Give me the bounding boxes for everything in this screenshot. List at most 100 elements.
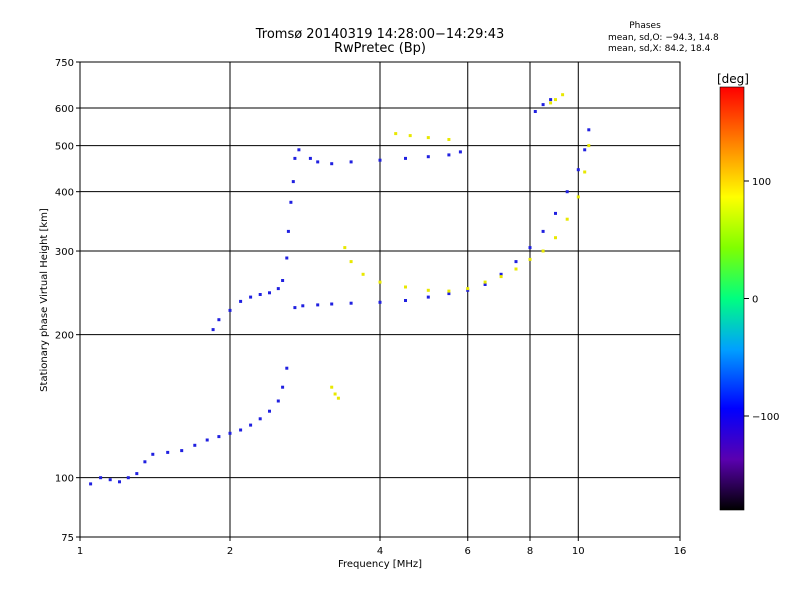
data-point bbox=[281, 279, 285, 282]
colorbar bbox=[719, 86, 745, 511]
data-point bbox=[483, 283, 487, 286]
data-point bbox=[258, 293, 262, 296]
phase-stats-o-mode: mean, sd,O: −94.3, 14.8 bbox=[608, 33, 719, 43]
colorbar-tick-label: 100 bbox=[752, 177, 771, 188]
data-point bbox=[99, 476, 103, 480]
data-point bbox=[499, 272, 503, 276]
data-point bbox=[285, 256, 289, 260]
data-point bbox=[89, 482, 93, 486]
data-point bbox=[394, 132, 398, 136]
data-point bbox=[587, 128, 591, 132]
data-point bbox=[404, 156, 407, 160]
data-point bbox=[554, 236, 557, 240]
data-point bbox=[447, 138, 451, 141]
data-point bbox=[308, 156, 312, 160]
data-point bbox=[349, 160, 353, 164]
data-point bbox=[343, 246, 347, 250]
data-point bbox=[514, 267, 518, 271]
y-axis-ticks: 75 100 200 300 400 500 600 750 bbox=[55, 58, 80, 544]
data-point bbox=[554, 98, 557, 102]
y-tick-label: 750 bbox=[55, 58, 74, 69]
data-point bbox=[268, 291, 271, 295]
data-point bbox=[276, 399, 280, 403]
data-point bbox=[576, 168, 580, 172]
grid-lines bbox=[80, 62, 680, 537]
chart-subtitle: RwPretec (Bp) bbox=[333, 41, 427, 56]
data-point bbox=[541, 229, 545, 233]
data-point bbox=[583, 170, 587, 174]
data-point bbox=[151, 452, 155, 456]
data-point bbox=[528, 257, 532, 261]
colorbar-ticks: 100 0 −100 bbox=[744, 177, 779, 423]
data-point bbox=[289, 200, 293, 204]
data-point bbox=[293, 306, 297, 310]
y-tick-label: 300 bbox=[55, 247, 74, 258]
data-point bbox=[565, 217, 569, 221]
data-point bbox=[447, 289, 451, 293]
data-point bbox=[541, 249, 545, 253]
data-point bbox=[447, 153, 451, 157]
data-point bbox=[458, 150, 462, 154]
data-point bbox=[533, 110, 537, 113]
data-point bbox=[316, 303, 320, 307]
data-point bbox=[514, 260, 518, 264]
data-point bbox=[249, 295, 253, 299]
data-point bbox=[228, 308, 232, 312]
data-point bbox=[349, 301, 353, 305]
data-point bbox=[297, 148, 301, 152]
data-point bbox=[239, 428, 243, 432]
data-point bbox=[404, 299, 407, 302]
data-point bbox=[293, 156, 297, 160]
data-point bbox=[217, 318, 221, 322]
y-tick-label: 400 bbox=[55, 188, 74, 199]
x-tick-label: 4 bbox=[377, 546, 383, 557]
data-point bbox=[281, 385, 285, 389]
x-tick-label: 16 bbox=[674, 546, 687, 557]
data-point bbox=[239, 299, 243, 303]
data-point bbox=[408, 134, 412, 138]
data-point bbox=[108, 478, 112, 482]
data-point bbox=[330, 385, 334, 389]
y-tick-label: 75 bbox=[61, 533, 74, 544]
data-points bbox=[89, 93, 591, 486]
data-point bbox=[583, 148, 587, 152]
data-point bbox=[193, 443, 197, 447]
data-point bbox=[499, 275, 503, 279]
data-point bbox=[426, 136, 430, 140]
data-point bbox=[286, 229, 290, 233]
data-point bbox=[118, 480, 121, 484]
colorbar-tick-label: −100 bbox=[752, 412, 779, 423]
phase-stats-x-mode: mean, sd,X: 84.2, 18.4 bbox=[608, 44, 711, 54]
x-axis-label: Frequency [MHz] bbox=[338, 559, 422, 570]
data-point bbox=[349, 260, 353, 264]
data-point bbox=[180, 449, 184, 453]
data-point bbox=[483, 280, 487, 284]
data-point bbox=[258, 417, 262, 421]
data-point bbox=[426, 155, 430, 159]
data-point bbox=[143, 460, 147, 464]
y-tick-label: 600 bbox=[55, 104, 74, 115]
data-point bbox=[561, 93, 565, 97]
data-point bbox=[316, 160, 320, 164]
data-point bbox=[466, 287, 470, 291]
data-point bbox=[426, 288, 430, 292]
phase-stats-title: Phases bbox=[629, 21, 661, 31]
data-point bbox=[378, 158, 382, 162]
x-tick-label: 1 bbox=[77, 546, 83, 557]
x-tick-label: 8 bbox=[527, 546, 533, 557]
data-point bbox=[228, 431, 232, 435]
chart-title: Tromsø 20140319 14:28:00−14:29:43 bbox=[255, 27, 505, 42]
x-tick-label: 2 bbox=[227, 546, 233, 557]
data-point bbox=[565, 190, 569, 194]
data-point bbox=[447, 292, 451, 296]
data-point bbox=[249, 423, 253, 427]
data-point bbox=[466, 288, 470, 292]
data-point bbox=[126, 476, 130, 480]
data-point bbox=[333, 392, 337, 396]
data-point bbox=[576, 195, 580, 199]
data-point bbox=[291, 180, 295, 184]
y-tick-label: 200 bbox=[55, 331, 74, 342]
data-point bbox=[528, 246, 532, 250]
data-point bbox=[217, 435, 221, 439]
